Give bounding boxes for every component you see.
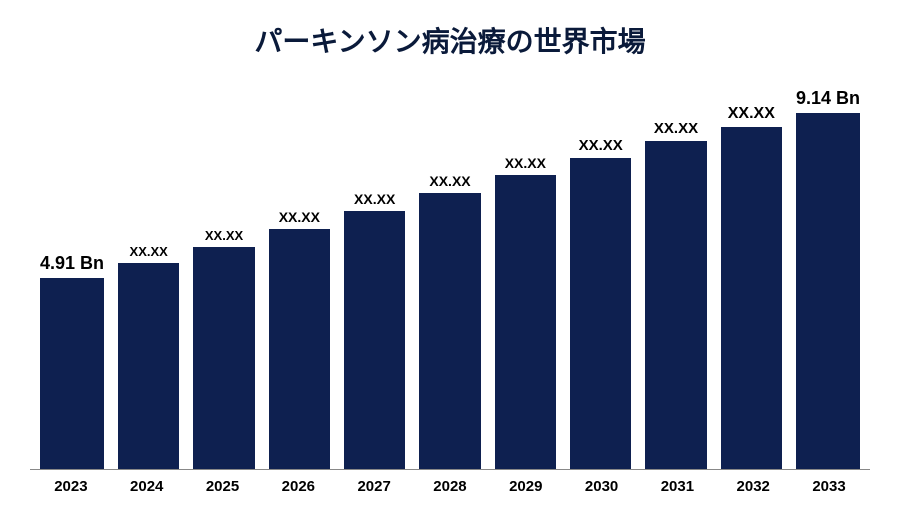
- bar: [40, 278, 104, 469]
- bar-value-label: 9.14 Bn: [796, 88, 860, 109]
- x-axis-label: 2032: [722, 478, 784, 495]
- bar-value-label: XX.XX: [354, 191, 395, 207]
- x-axis-label: 2029: [495, 478, 557, 495]
- bar-wrapper: XX.XX: [495, 80, 556, 469]
- x-axis-label: 2026: [267, 478, 329, 495]
- bar: [645, 141, 706, 469]
- x-axis-label: 2027: [343, 478, 405, 495]
- bar: [721, 127, 782, 469]
- bar: [344, 211, 405, 469]
- x-axis-label: 2030: [571, 478, 633, 495]
- bar: [193, 247, 254, 470]
- bar-value-label: XX.XX: [579, 137, 623, 154]
- bar-wrapper: 9.14 Bn: [796, 80, 860, 469]
- chart-container: パーキンソン病治療の世界市場 4.91 Bn XX.XX XX.XX XX.XX XX.…: [0, 0, 900, 525]
- x-axis-label: 2033: [798, 478, 860, 495]
- bar-value-label: XX.XX: [279, 209, 320, 225]
- bar-value-label: XX.XX: [654, 120, 698, 137]
- bar: [570, 158, 631, 469]
- bar: [495, 175, 556, 469]
- x-axis-label: 2031: [647, 478, 709, 495]
- bar: [419, 193, 480, 469]
- bar-wrapper: 4.91 Bn: [40, 80, 104, 469]
- x-axis-label: 2023: [40, 478, 102, 495]
- bar-value-label: XX.XX: [505, 155, 546, 171]
- bar-wrapper: XX.XX: [721, 80, 782, 469]
- bar-value-label: 4.91 Bn: [40, 253, 104, 274]
- bar-value-label: XX.XX: [728, 105, 775, 123]
- bar: [796, 113, 860, 469]
- bar-wrapper: XX.XX: [570, 80, 631, 469]
- bar-value-label: XX.XX: [429, 173, 470, 189]
- x-axis-label: 2025: [192, 478, 254, 495]
- bar-value-label: XX.XX: [130, 244, 168, 259]
- plot-area: 4.91 Bn XX.XX XX.XX XX.XX XX.XX XX.XX XX.XX XX.…: [30, 80, 870, 470]
- bar-wrapper: XX.XX: [118, 80, 179, 469]
- bar-value-label: XX.XX: [205, 228, 243, 243]
- bar-wrapper: XX.XX: [269, 80, 330, 469]
- bar-wrapper: XX.XX: [193, 80, 254, 469]
- x-axis-label: 2028: [419, 478, 481, 495]
- bars-row: 4.91 Bn XX.XX XX.XX XX.XX XX.XX XX.XX XX.XX XX.…: [30, 80, 870, 469]
- bar: [118, 263, 179, 469]
- bar-wrapper: XX.XX: [419, 80, 480, 469]
- x-axis-label: 2024: [116, 478, 178, 495]
- bar: [269, 229, 330, 469]
- bar-wrapper: XX.XX: [645, 80, 706, 469]
- bar-wrapper: XX.XX: [344, 80, 405, 469]
- chart-title: パーキンソン病治療の世界市場: [30, 20, 870, 60]
- x-axis: 2023 2024 2025 2026 2027 2028 2029 2030 2031 2032…: [30, 470, 870, 495]
